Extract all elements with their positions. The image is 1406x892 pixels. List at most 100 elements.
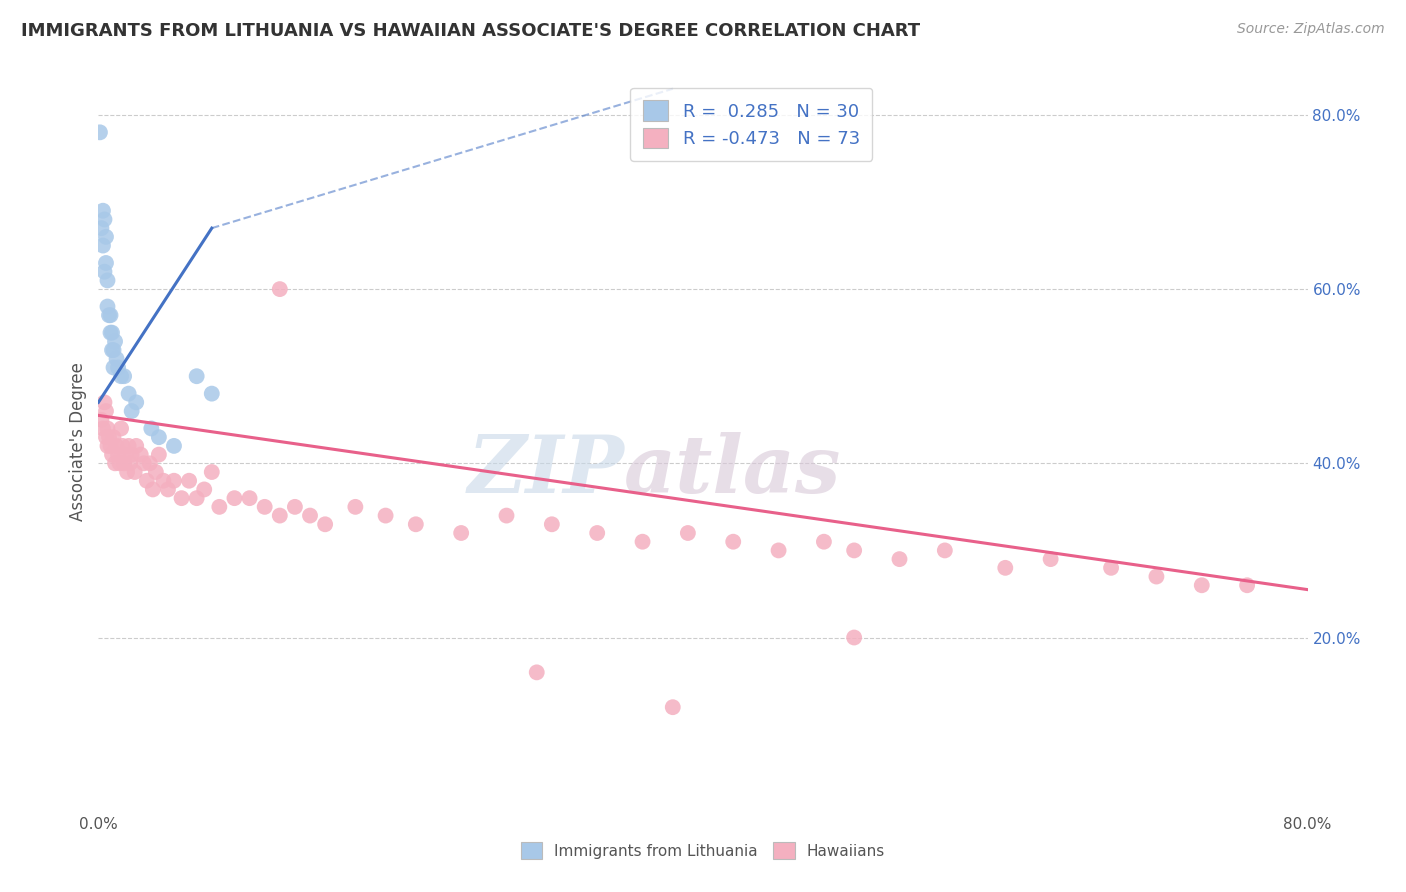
Point	[94, 230, 117, 244]
Point	[90, 413, 112, 427]
Point	[201, 465, 224, 479]
Point	[112, 456, 135, 470]
Point	[208, 500, 231, 514]
Point	[586, 526, 609, 541]
Y-axis label: Associate's Degree: Associate's Degree	[69, 362, 87, 521]
Point	[405, 517, 427, 532]
Point	[723, 534, 745, 549]
Point	[1039, 552, 1062, 566]
Point	[186, 491, 208, 505]
Point	[156, 483, 179, 497]
Point	[768, 543, 790, 558]
Point	[526, 665, 548, 680]
Point	[1236, 578, 1258, 592]
Point	[374, 508, 396, 523]
Point	[141, 421, 163, 435]
Point	[125, 439, 148, 453]
Text: atlas: atlas	[624, 433, 842, 510]
Point	[163, 474, 186, 488]
Point	[344, 500, 367, 514]
Point	[179, 474, 201, 488]
Point	[125, 395, 148, 409]
Point	[314, 517, 336, 532]
Point	[540, 517, 562, 532]
Point	[101, 343, 124, 357]
Point	[495, 508, 517, 523]
Text: Source: ZipAtlas.com: Source: ZipAtlas.com	[1237, 22, 1385, 37]
Point	[108, 456, 131, 470]
Point	[100, 439, 122, 453]
Point	[121, 404, 143, 418]
Point	[661, 700, 683, 714]
Point	[170, 491, 193, 505]
Point	[100, 326, 122, 340]
Point	[129, 448, 152, 462]
Point	[107, 360, 129, 375]
Point	[104, 456, 127, 470]
Point	[163, 439, 186, 453]
Point	[120, 456, 142, 470]
Point	[994, 561, 1017, 575]
Point	[94, 404, 117, 418]
Point	[93, 212, 115, 227]
Point	[139, 456, 162, 470]
Point	[148, 430, 170, 444]
Point	[676, 526, 699, 541]
Text: ZIP: ZIP	[468, 433, 624, 510]
Point	[269, 282, 291, 296]
Point	[299, 508, 322, 523]
Point	[889, 552, 911, 566]
Point	[90, 221, 112, 235]
Point	[93, 265, 115, 279]
Point	[1191, 578, 1213, 592]
Point	[101, 326, 124, 340]
Point	[118, 439, 141, 453]
Point	[224, 491, 246, 505]
Point	[135, 474, 157, 488]
Point	[114, 448, 136, 462]
Text: IMMIGRANTS FROM LITHUANIA VS HAWAIIAN ASSOCIATE'S DEGREE CORRELATION CHART: IMMIGRANTS FROM LITHUANIA VS HAWAIIAN AS…	[21, 22, 920, 40]
Point	[201, 386, 224, 401]
Point	[112, 369, 135, 384]
Point	[631, 534, 654, 549]
Point	[91, 421, 114, 435]
Point	[100, 308, 122, 322]
Point	[148, 448, 170, 462]
Point	[186, 369, 208, 384]
Point	[269, 508, 291, 523]
Point	[105, 351, 128, 366]
Point	[284, 500, 307, 514]
Point	[91, 203, 114, 218]
Point	[91, 238, 114, 252]
Point	[103, 343, 125, 357]
Point	[101, 448, 124, 462]
Point	[450, 526, 472, 541]
Point	[110, 421, 132, 435]
Point	[111, 439, 134, 453]
Point	[105, 439, 128, 453]
Point	[118, 386, 141, 401]
Point	[253, 500, 276, 514]
Point	[844, 543, 866, 558]
Point	[98, 430, 121, 444]
Point	[96, 300, 118, 314]
Point	[1099, 561, 1122, 575]
Point	[934, 543, 956, 558]
Point	[98, 308, 121, 322]
Point	[813, 534, 835, 549]
Point	[121, 448, 143, 462]
Point	[124, 465, 146, 479]
Point	[110, 369, 132, 384]
Point	[103, 430, 125, 444]
Point	[115, 465, 138, 479]
Point	[1144, 569, 1167, 583]
Point	[145, 465, 167, 479]
Point	[103, 360, 125, 375]
Point	[193, 483, 215, 497]
Point	[94, 256, 117, 270]
Point	[96, 273, 118, 287]
Point	[94, 430, 117, 444]
Point	[132, 456, 155, 470]
Point	[152, 474, 174, 488]
Point	[142, 483, 165, 497]
